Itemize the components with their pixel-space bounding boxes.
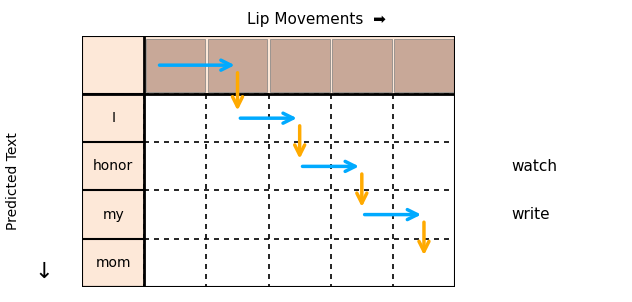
Text: honor: honor [93,159,133,173]
FancyBboxPatch shape [82,191,144,239]
FancyBboxPatch shape [144,94,207,142]
FancyBboxPatch shape [82,239,144,287]
FancyBboxPatch shape [269,239,331,287]
FancyBboxPatch shape [145,39,205,92]
FancyBboxPatch shape [332,39,392,92]
FancyBboxPatch shape [269,191,331,239]
FancyBboxPatch shape [207,142,269,191]
Text: ↓: ↓ [35,262,54,282]
FancyBboxPatch shape [393,142,455,191]
Text: Predicted Text: Predicted Text [6,132,20,230]
Text: write: write [511,207,550,222]
Text: Lip Movements  ➡: Lip Movements ➡ [246,12,386,27]
FancyBboxPatch shape [207,239,269,287]
Text: I: I [111,111,115,125]
FancyBboxPatch shape [393,191,455,239]
FancyBboxPatch shape [144,239,207,287]
FancyBboxPatch shape [331,94,393,142]
FancyBboxPatch shape [208,39,267,92]
FancyBboxPatch shape [144,142,207,191]
FancyBboxPatch shape [207,191,269,239]
FancyBboxPatch shape [82,142,144,191]
FancyBboxPatch shape [331,239,393,287]
FancyBboxPatch shape [393,94,455,142]
Text: my: my [102,207,124,222]
FancyBboxPatch shape [331,142,393,191]
Text: watch: watch [511,159,557,174]
FancyBboxPatch shape [82,36,455,94]
FancyBboxPatch shape [270,39,329,92]
FancyBboxPatch shape [393,239,455,287]
FancyBboxPatch shape [394,39,454,92]
FancyBboxPatch shape [144,191,207,239]
FancyBboxPatch shape [269,142,331,191]
Text: mom: mom [95,256,131,270]
FancyBboxPatch shape [82,94,144,142]
FancyBboxPatch shape [331,191,393,239]
FancyBboxPatch shape [207,94,269,142]
FancyBboxPatch shape [269,94,331,142]
